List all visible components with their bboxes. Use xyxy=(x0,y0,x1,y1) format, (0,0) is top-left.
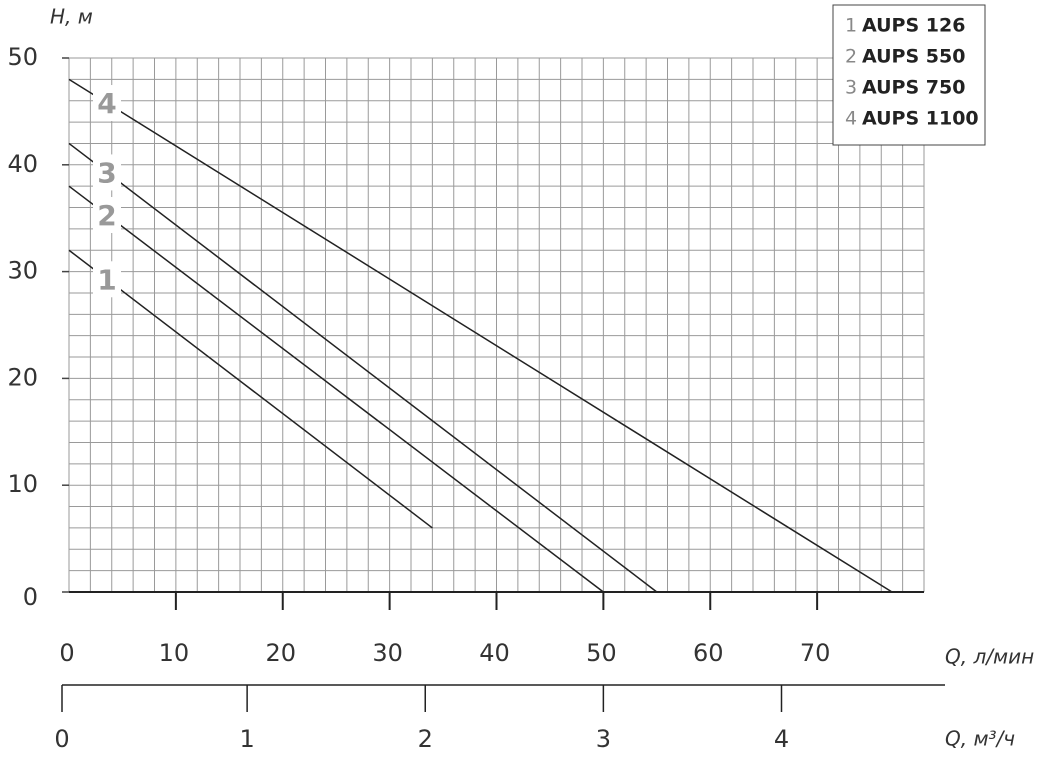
y-tick-label: 20 xyxy=(7,363,38,391)
x-tick-label: 50 xyxy=(586,639,617,667)
line-label-bg xyxy=(93,261,121,298)
x2-tick-label: 2 xyxy=(418,725,433,753)
legend-number: 3 xyxy=(845,77,857,99)
line-label-bg xyxy=(93,197,121,234)
y-tick-label: 50 xyxy=(7,43,38,71)
legend-number: 1 xyxy=(845,15,857,37)
x-tick-label: 60 xyxy=(693,639,724,667)
line-label-bg xyxy=(93,85,121,122)
legend-number: 4 xyxy=(845,108,857,130)
series-line xyxy=(68,142,658,593)
x-tick-label: 40 xyxy=(479,639,510,667)
line-label: 3 xyxy=(97,156,116,189)
x-axis-label: Q, л/мин xyxy=(945,645,1034,669)
series-line xyxy=(68,185,604,593)
y-tick-label: 30 xyxy=(7,257,38,285)
line-label-bg xyxy=(93,154,121,191)
x-tick-label: 20 xyxy=(265,639,296,667)
x2-axis-label: Q, м³/ч xyxy=(945,727,1015,751)
y-tick-label: 10 xyxy=(7,470,38,498)
y-axis-label: H, м xyxy=(50,5,93,29)
series-line xyxy=(68,78,893,593)
x-tick-label: 0 xyxy=(59,639,74,667)
x-tick-label: 30 xyxy=(372,639,403,667)
series-line xyxy=(68,249,433,529)
x-tick-label: 70 xyxy=(800,639,831,667)
line-label: 1 xyxy=(97,263,116,296)
line-label: 2 xyxy=(97,199,116,232)
legend-label: AUPS 550 xyxy=(862,46,965,68)
x-tick-label: 10 xyxy=(159,639,190,667)
legend-label: AUPS 750 xyxy=(862,77,965,99)
legend-label: AUPS 126 xyxy=(862,15,965,37)
y-tick-label: 40 xyxy=(7,150,38,178)
legend-box xyxy=(832,4,986,146)
legend-number: 2 xyxy=(845,46,857,68)
x2-tick-label: 4 xyxy=(774,725,789,753)
y-tick-label: 0 xyxy=(23,583,38,611)
legend-label: AUPS 1100 xyxy=(862,108,979,130)
x2-tick-label: 1 xyxy=(239,725,254,753)
x2-tick-label: 3 xyxy=(596,725,611,753)
x2-tick-label: 0 xyxy=(54,725,69,753)
line-label: 4 xyxy=(97,87,116,120)
